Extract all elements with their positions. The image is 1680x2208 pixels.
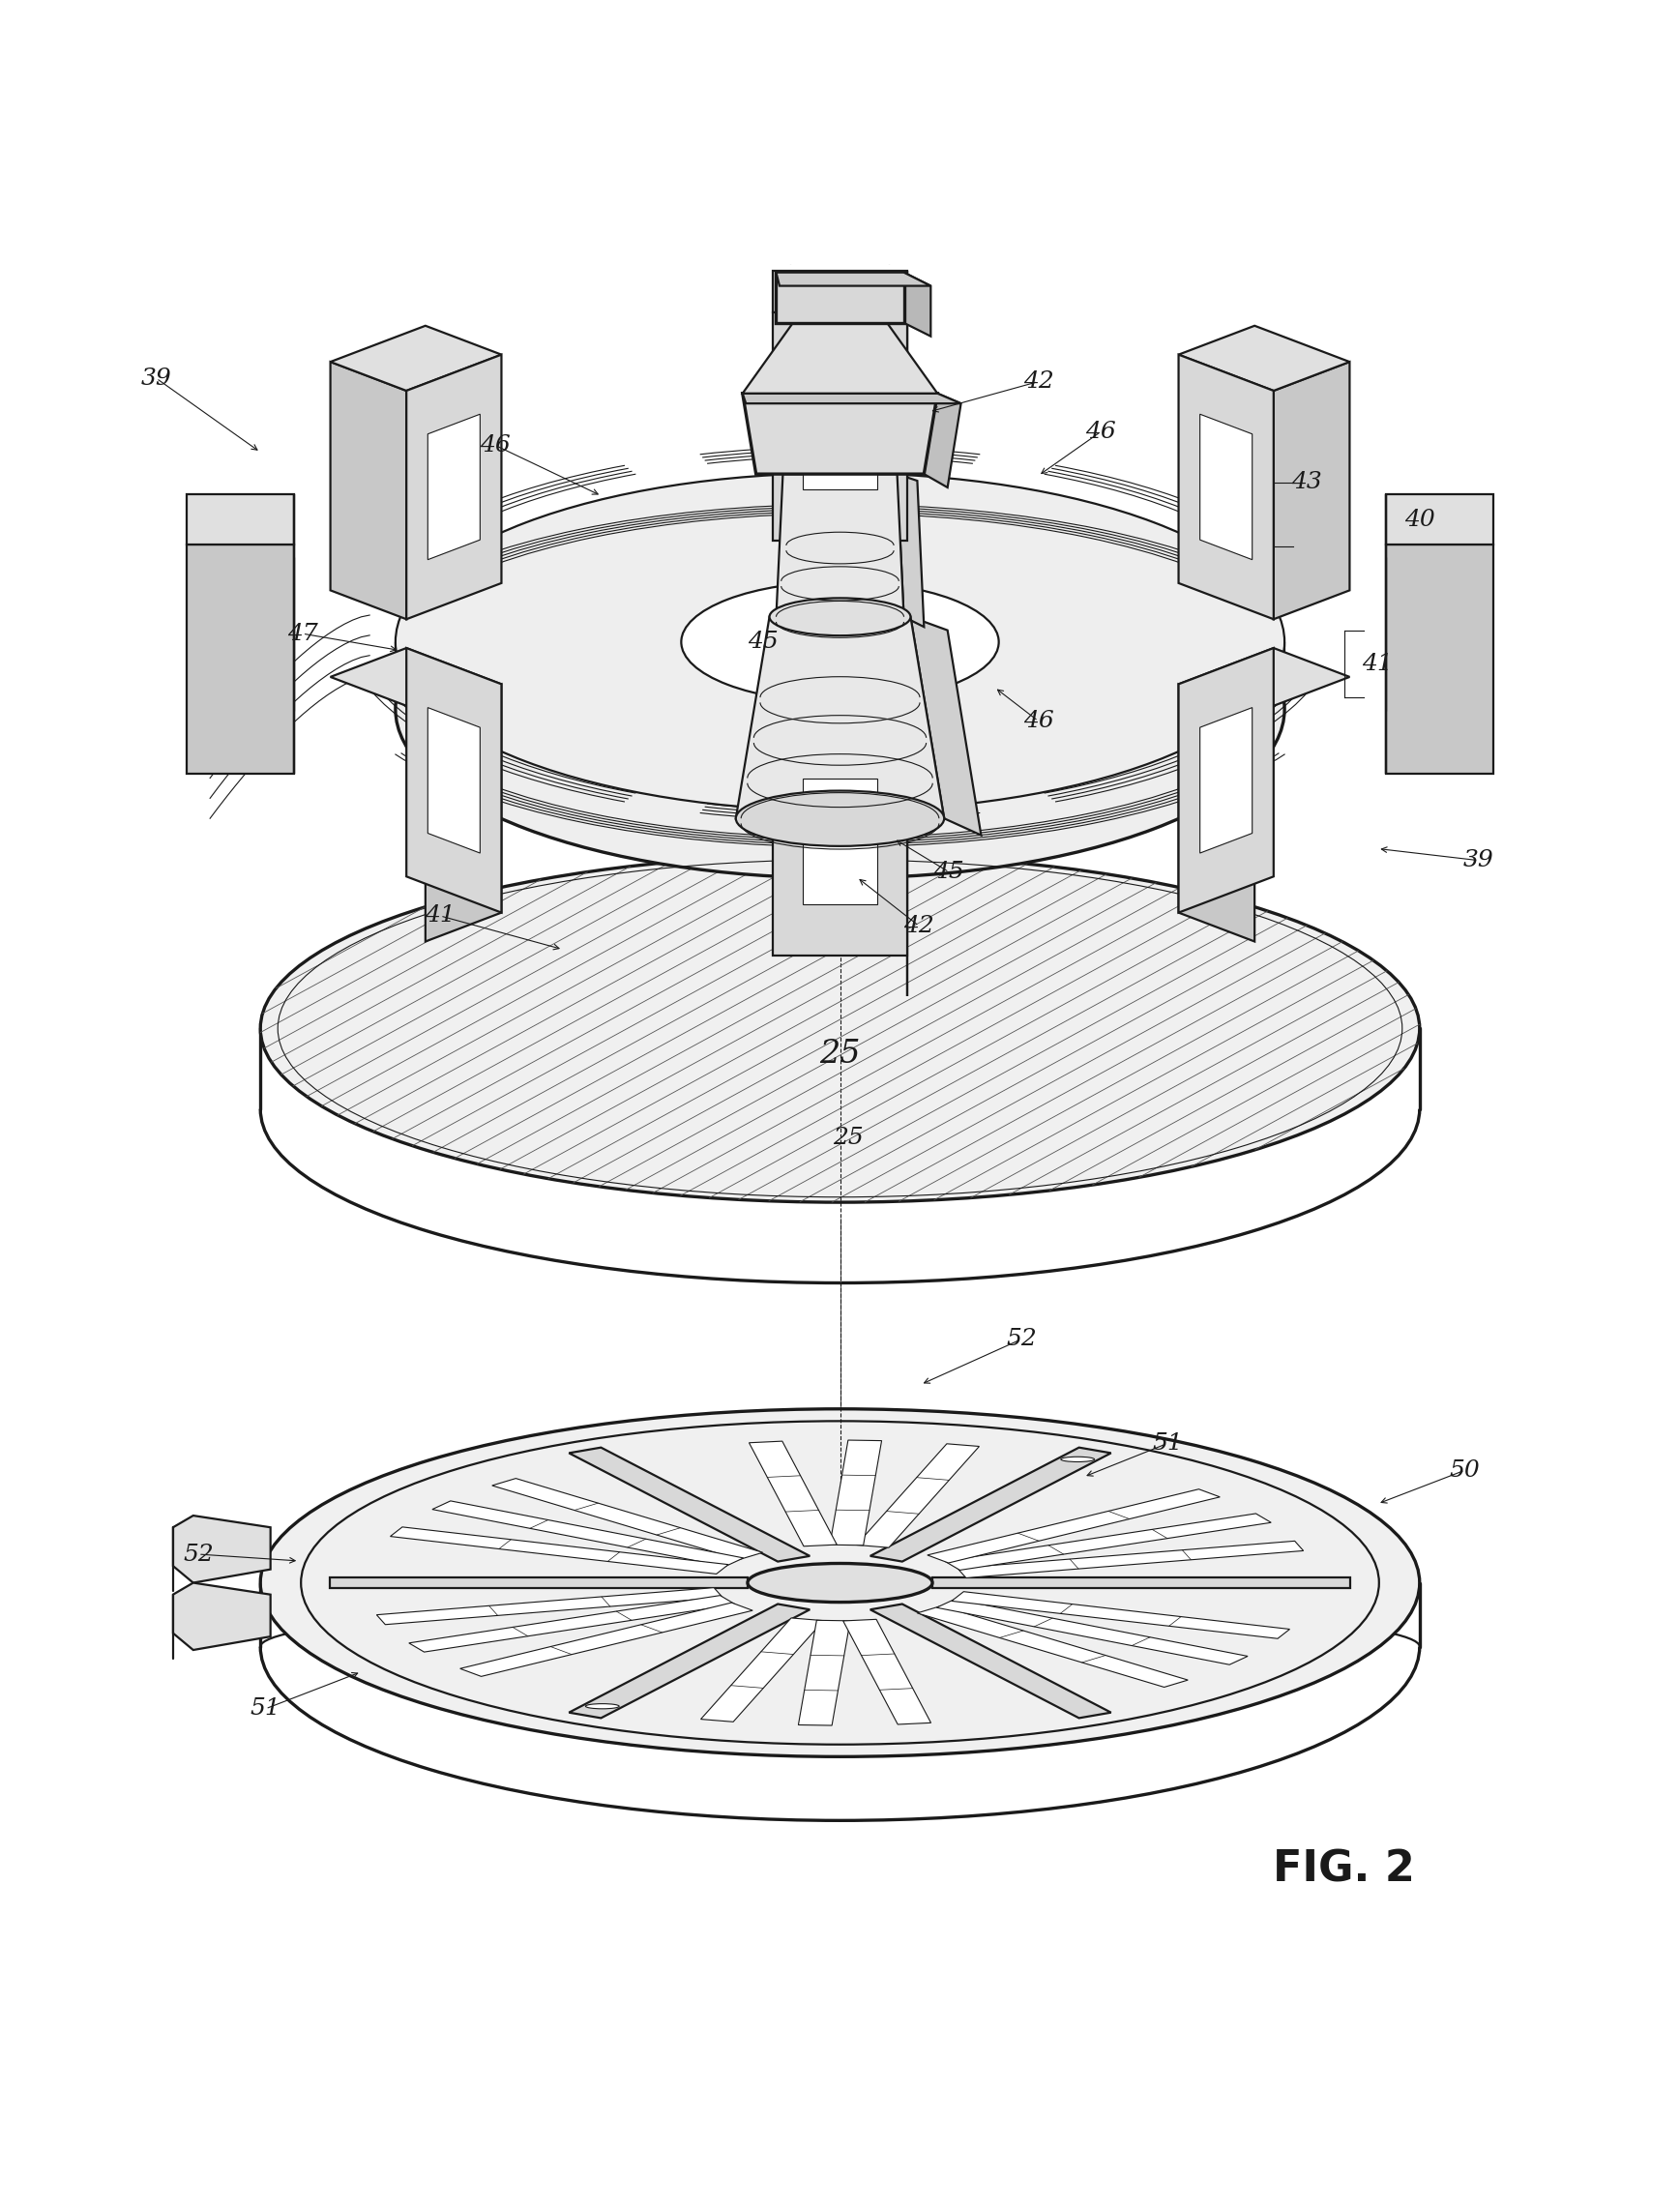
Polygon shape xyxy=(701,1618,823,1722)
Polygon shape xyxy=(1200,415,1252,559)
Ellipse shape xyxy=(260,854,1420,1203)
Polygon shape xyxy=(743,393,961,404)
Polygon shape xyxy=(570,1448,810,1561)
Polygon shape xyxy=(425,684,501,941)
Polygon shape xyxy=(776,272,904,322)
Polygon shape xyxy=(773,726,907,768)
Ellipse shape xyxy=(769,598,911,636)
Text: 45: 45 xyxy=(748,631,778,654)
Polygon shape xyxy=(376,1588,722,1625)
Text: FIG. 2: FIG. 2 xyxy=(1273,1848,1415,1890)
Polygon shape xyxy=(407,355,501,618)
Polygon shape xyxy=(1179,647,1349,713)
Polygon shape xyxy=(492,1479,763,1559)
Polygon shape xyxy=(776,272,931,285)
Text: 39: 39 xyxy=(141,367,171,389)
Text: 47: 47 xyxy=(287,623,318,645)
Polygon shape xyxy=(331,327,501,391)
Ellipse shape xyxy=(682,649,998,771)
Polygon shape xyxy=(331,362,407,618)
Polygon shape xyxy=(773,272,907,311)
Ellipse shape xyxy=(395,473,1285,810)
Polygon shape xyxy=(743,322,937,393)
Text: 39: 39 xyxy=(1463,850,1494,872)
Text: 42: 42 xyxy=(904,914,934,936)
Polygon shape xyxy=(951,1592,1290,1638)
Text: 46: 46 xyxy=(1085,422,1116,444)
Polygon shape xyxy=(927,1488,1220,1563)
Text: 52: 52 xyxy=(1006,1327,1037,1351)
Text: 45: 45 xyxy=(934,861,964,883)
Polygon shape xyxy=(1386,495,1494,545)
Text: 41: 41 xyxy=(1362,654,1393,676)
Text: 42: 42 xyxy=(1023,371,1053,393)
Polygon shape xyxy=(173,1583,270,1649)
Polygon shape xyxy=(186,495,294,545)
Polygon shape xyxy=(1179,647,1273,912)
Text: 51: 51 xyxy=(250,1698,281,1720)
Polygon shape xyxy=(749,1442,837,1546)
Ellipse shape xyxy=(1060,1457,1094,1462)
Polygon shape xyxy=(408,1596,736,1652)
Polygon shape xyxy=(897,475,924,627)
Polygon shape xyxy=(830,1440,882,1546)
Ellipse shape xyxy=(395,541,1285,879)
Polygon shape xyxy=(944,1512,1272,1570)
Polygon shape xyxy=(870,1448,1110,1561)
Ellipse shape xyxy=(748,1563,932,1603)
Text: 25: 25 xyxy=(820,1040,860,1071)
Polygon shape xyxy=(428,415,480,559)
Polygon shape xyxy=(570,1603,810,1718)
Polygon shape xyxy=(917,1605,1188,1687)
Polygon shape xyxy=(173,1515,270,1583)
Text: 51: 51 xyxy=(1152,1433,1183,1455)
Polygon shape xyxy=(936,1599,1248,1665)
Polygon shape xyxy=(331,647,501,713)
Polygon shape xyxy=(1200,707,1252,852)
Polygon shape xyxy=(773,726,907,956)
Text: 41: 41 xyxy=(425,905,455,927)
Polygon shape xyxy=(1179,355,1273,618)
Polygon shape xyxy=(924,393,961,488)
Polygon shape xyxy=(803,777,877,903)
Ellipse shape xyxy=(682,581,998,702)
Polygon shape xyxy=(432,1501,744,1565)
Polygon shape xyxy=(798,1621,850,1724)
Polygon shape xyxy=(904,272,931,336)
Polygon shape xyxy=(857,1444,979,1548)
Polygon shape xyxy=(776,475,904,616)
Polygon shape xyxy=(1273,362,1349,618)
Text: 46: 46 xyxy=(1023,709,1053,733)
Polygon shape xyxy=(428,707,480,852)
Polygon shape xyxy=(803,364,877,488)
Text: 50: 50 xyxy=(1450,1459,1480,1482)
Polygon shape xyxy=(911,616,981,835)
Ellipse shape xyxy=(586,1705,620,1709)
Text: 43: 43 xyxy=(1292,470,1322,495)
Polygon shape xyxy=(186,545,294,773)
Polygon shape xyxy=(1179,684,1255,941)
Text: 25: 25 xyxy=(833,1126,864,1148)
Polygon shape xyxy=(1386,545,1494,773)
Polygon shape xyxy=(932,1577,1351,1588)
Polygon shape xyxy=(390,1528,729,1574)
Polygon shape xyxy=(329,1577,748,1588)
Polygon shape xyxy=(460,1603,753,1676)
Polygon shape xyxy=(407,647,501,912)
Polygon shape xyxy=(870,1603,1110,1718)
Text: 46: 46 xyxy=(480,435,511,457)
Polygon shape xyxy=(773,311,907,541)
Text: 40: 40 xyxy=(1404,508,1435,530)
Polygon shape xyxy=(843,1618,931,1724)
Polygon shape xyxy=(736,616,944,819)
Text: 52: 52 xyxy=(183,1543,213,1565)
Ellipse shape xyxy=(736,790,944,846)
Polygon shape xyxy=(958,1541,1304,1579)
Polygon shape xyxy=(1179,327,1349,391)
Ellipse shape xyxy=(260,1409,1420,1758)
Polygon shape xyxy=(743,393,937,475)
